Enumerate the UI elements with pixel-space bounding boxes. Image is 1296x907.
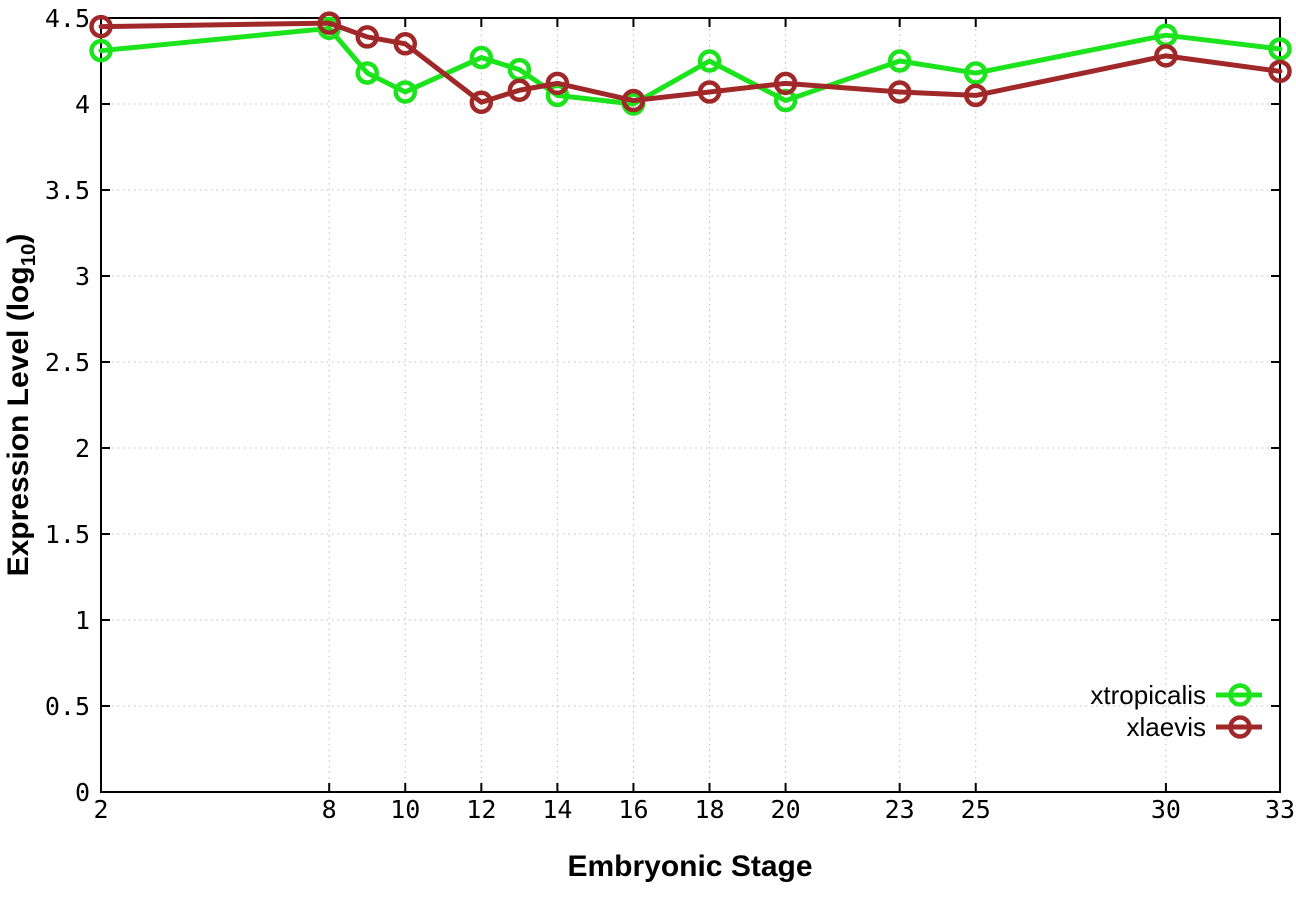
y-tick-label: 0.5 xyxy=(45,692,90,721)
data-point-xlaevis-stage-8 xyxy=(317,11,341,35)
data-point-xlaevis-stage-33 xyxy=(1268,59,1292,84)
y-axis-title: Expression Level (log10) xyxy=(2,105,42,705)
x-tick-label: 16 xyxy=(618,795,648,824)
y-tick-label: 3.5 xyxy=(45,176,90,205)
y-tick-label: 3 xyxy=(75,262,90,291)
data-point-xlaevis-stage-25 xyxy=(963,83,988,108)
y-tick-label: 2 xyxy=(75,434,90,463)
y-tick-label: 1.5 xyxy=(45,520,90,549)
legend-entry-xlaevis: xlaevis xyxy=(1127,714,1262,740)
legend-line-sample-icon xyxy=(1216,715,1262,739)
y-tick-label: 0 xyxy=(75,778,90,807)
data-point-xlaevis-stage-20 xyxy=(773,71,798,96)
x-tick-label: 20 xyxy=(771,795,801,824)
data-point-xtropicalis-stage-9 xyxy=(355,61,379,85)
x-tick-label: 25 xyxy=(961,795,991,824)
y-axis-title-close-paren: ) xyxy=(2,233,35,244)
x-tick-label: 30 xyxy=(1151,795,1181,824)
data-point-xtropicalis-stage-12 xyxy=(469,45,494,70)
y-axis-title-text: Expression Level (log xyxy=(2,266,35,577)
y-tick-label: 4.5 xyxy=(45,4,90,33)
y-tick-label: 4 xyxy=(75,90,90,119)
data-point-xlaevis-stage-14 xyxy=(545,71,570,96)
x-tick-label: 10 xyxy=(390,795,420,824)
data-point-xtropicalis-stage-33 xyxy=(1268,37,1292,61)
data-point-xlaevis-stage-10 xyxy=(393,32,418,56)
data-point-xlaevis-stage-2 xyxy=(89,14,113,39)
x-axis-title: Embryonic Stage xyxy=(567,850,813,883)
y-tick-label: 2.5 xyxy=(45,348,90,377)
x-tick-label: 8 xyxy=(322,795,337,824)
x-tick-label: 2 xyxy=(93,795,108,824)
y-axis-title-subscript: 10 xyxy=(18,243,40,267)
data-point-xtropicalis-stage-18 xyxy=(697,49,722,73)
legend-entry-xtropicalis: xtropicalis xyxy=(1090,682,1262,708)
data-point-xlaevis-stage-18 xyxy=(697,80,722,104)
data-point-xtropicalis-stage-10 xyxy=(393,80,418,104)
series-line-xlaevis xyxy=(98,20,1283,105)
legend-label: xtropicalis xyxy=(1090,680,1206,710)
data-point-xtropicalis-stage-23 xyxy=(887,49,912,73)
legend-line-sample-icon xyxy=(1216,683,1262,707)
data-point-xlaevis-stage-12 xyxy=(469,90,494,115)
x-tick-label: 18 xyxy=(694,795,724,824)
data-point-xlaevis-stage-13 xyxy=(507,78,532,102)
x-tick-label: 33 xyxy=(1265,795,1295,824)
data-point-xtropicalis-stage-25 xyxy=(963,61,988,85)
data-point-xlaevis-stage-9 xyxy=(355,25,379,49)
x-tick-label: 23 xyxy=(885,795,915,824)
data-point-xtropicalis-stage-2 xyxy=(89,38,113,63)
legend-label: xlaevis xyxy=(1126,712,1206,742)
data-point-xlaevis-stage-30 xyxy=(1154,44,1178,68)
data-point-xlaevis-stage-23 xyxy=(887,80,912,104)
plot-border xyxy=(100,17,1281,793)
x-tick-label: 12 xyxy=(466,795,496,824)
legend: xtropicalis xlaevis xyxy=(1090,682,1262,740)
series-line-xtropicalis xyxy=(98,25,1283,107)
y-tick-label: 1 xyxy=(75,606,90,635)
data-point-xlaevis-stage-16 xyxy=(621,88,646,113)
x-tick-label: 14 xyxy=(542,795,572,824)
